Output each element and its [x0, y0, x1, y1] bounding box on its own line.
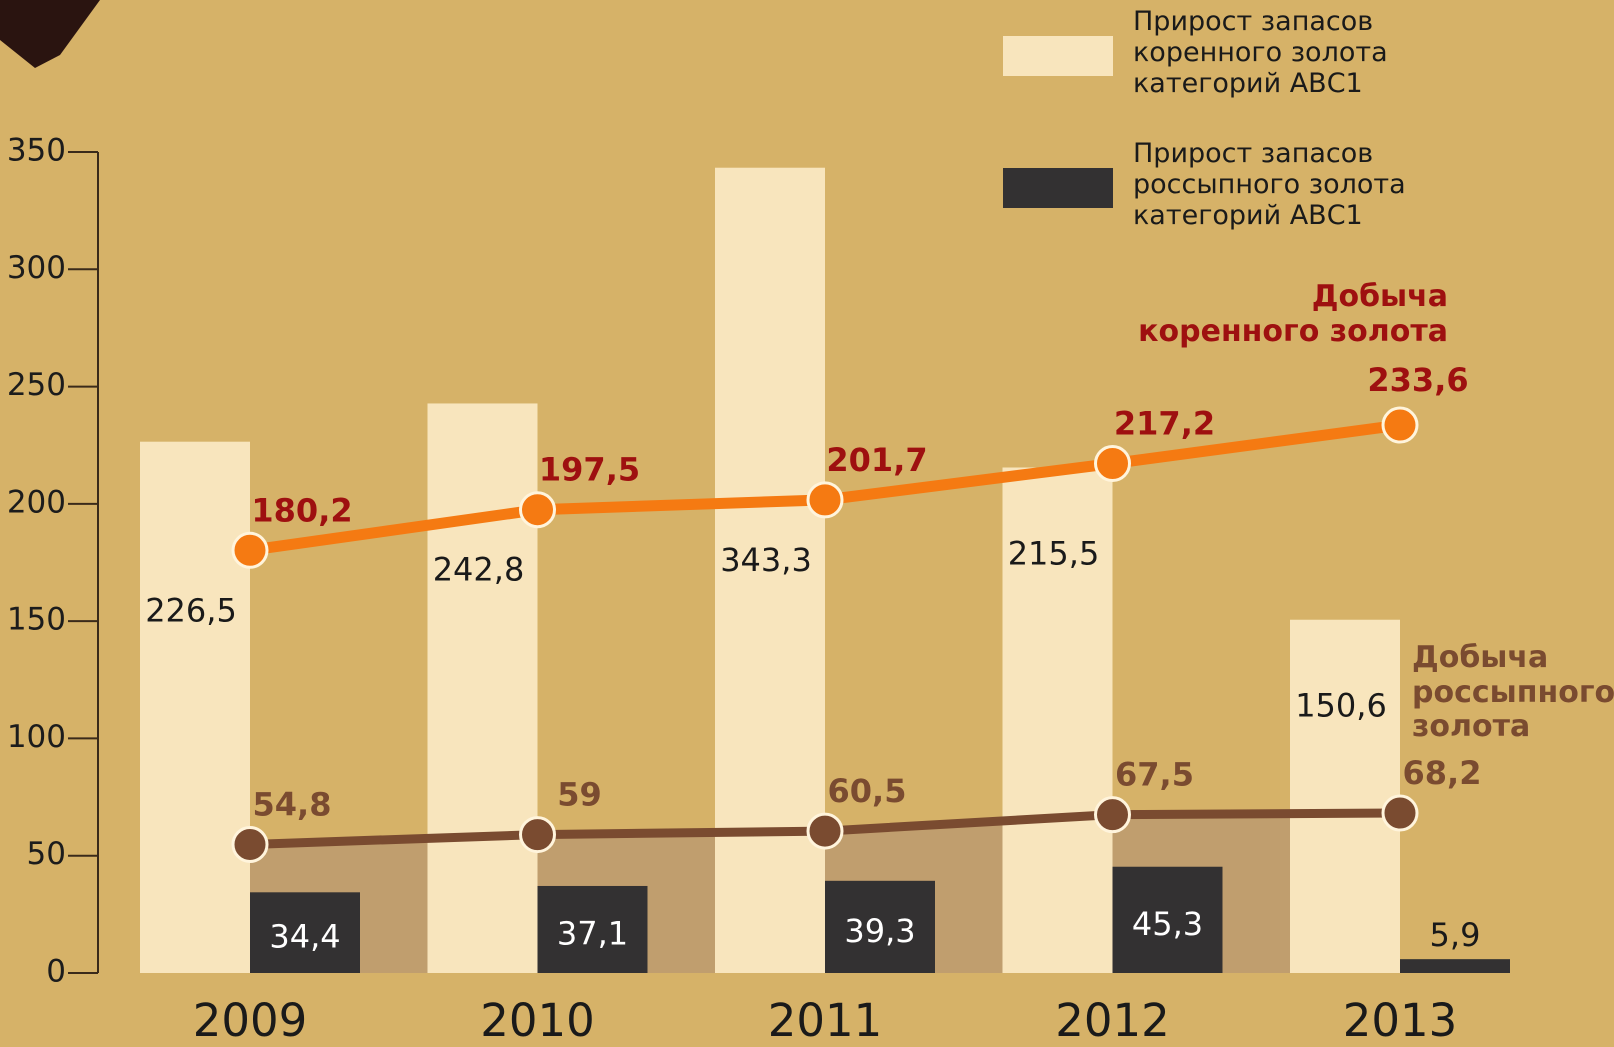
y-tick-label: 250	[7, 367, 66, 403]
line-point	[521, 493, 555, 527]
legend-label: Прирост запасов россыпного золота катего…	[1133, 138, 1423, 231]
line-point	[233, 827, 267, 861]
line-value-label: 233,6	[1367, 361, 1468, 399]
y-tick-label: 300	[7, 250, 66, 286]
line-point	[233, 533, 267, 567]
line-series-name: Добыча россыпного золота	[1412, 641, 1614, 745]
page: {"chart_data": {"type": "bar", "categori…	[0, 0, 1614, 1047]
line-point	[1096, 798, 1130, 832]
bar-value-label: 242,8	[433, 551, 525, 589]
line-series-name-box: Добыча россыпного золота	[1412, 641, 1614, 761]
bar	[1400, 959, 1510, 973]
bar	[140, 442, 250, 973]
x-tick-label: 2012	[1055, 994, 1170, 1047]
line-value-label: 201,7	[826, 441, 927, 479]
y-tick-label: 350	[7, 133, 66, 169]
legend-swatch	[1003, 168, 1113, 208]
bar-value-label: 34,4	[269, 918, 340, 956]
line-value-label: 180,2	[251, 491, 352, 529]
bar-value-label: 37,1	[557, 914, 628, 952]
line-point	[1383, 408, 1417, 442]
line-value-label: 217,2	[1114, 405, 1215, 443]
bar-value-label: 5,9	[1430, 916, 1481, 954]
line-point	[808, 814, 842, 848]
y-tick-label: 200	[7, 484, 66, 520]
bar	[428, 403, 538, 973]
line-value-label: 197,5	[539, 451, 640, 489]
y-tick-label: 0	[46, 954, 66, 990]
bar-value-label: 150,6	[1295, 687, 1387, 725]
y-tick-label: 50	[27, 836, 66, 872]
line-value-label: 60,5	[828, 772, 907, 810]
x-tick-label: 2009	[193, 994, 308, 1047]
legend-label-box: Прирост запасов коренного золота категор…	[1133, 6, 1423, 116]
line-value-label: 67,5	[1115, 756, 1194, 794]
legend-label: Прирост запасов коренного золота категор…	[1133, 6, 1423, 99]
y-tick-label: 150	[7, 602, 66, 638]
line-point	[808, 483, 842, 517]
line-series-name-box: Добыча коренного золота	[1128, 280, 1448, 360]
line-point	[1096, 447, 1130, 481]
y-tick-label: 100	[7, 719, 66, 755]
line-point	[1383, 796, 1417, 830]
x-tick-label: 2010	[480, 994, 595, 1047]
x-tick-label: 2013	[1343, 994, 1458, 1047]
legend-swatch	[1003, 36, 1113, 76]
line-series-name: Добыча коренного золота	[1128, 280, 1448, 349]
bar-value-label: 343,3	[720, 541, 812, 579]
line-value-label: 59	[557, 776, 602, 814]
line-value-label: 54,8	[253, 785, 332, 823]
bar-value-label: 45,3	[1132, 905, 1203, 943]
chart: 0 50 100 150 200 250 300 350 226,5 242,8 343,3 215,…	[0, 0, 1614, 1047]
bar-value-label: 226,5	[145, 591, 237, 629]
bar	[1290, 620, 1400, 973]
decoration	[0, 0, 100, 68]
legend-label-box: Прирост запасов россыпного золота катего…	[1133, 138, 1423, 248]
bar-value-label: 215,5	[1008, 534, 1100, 572]
x-tick-label: 2011	[768, 994, 883, 1047]
bar-value-label: 39,3	[844, 912, 915, 950]
line-point	[521, 818, 555, 852]
